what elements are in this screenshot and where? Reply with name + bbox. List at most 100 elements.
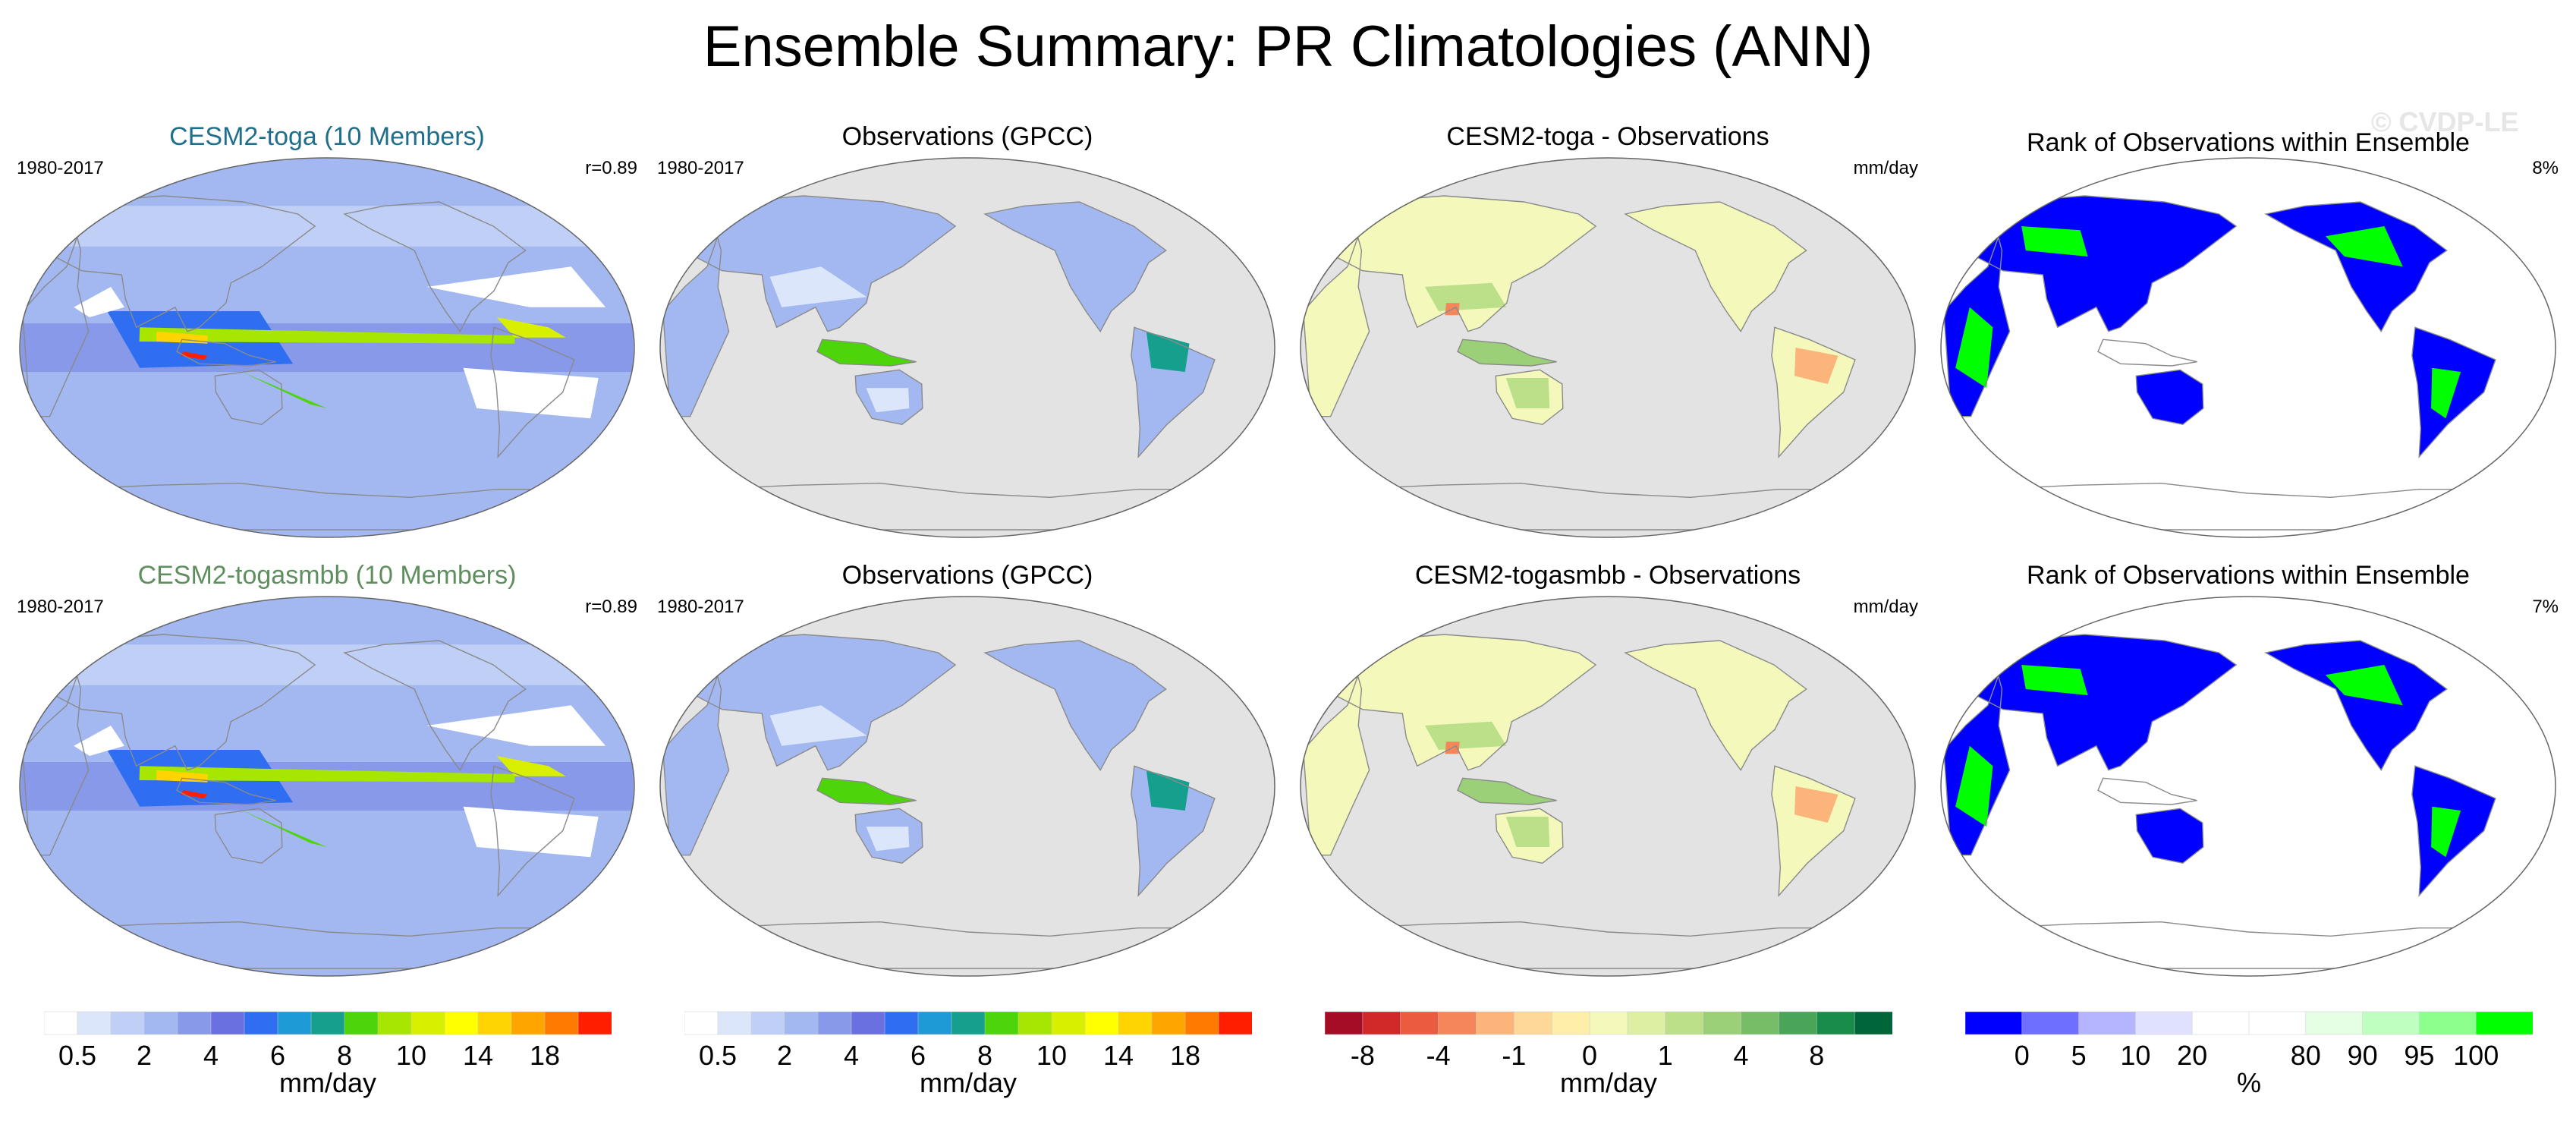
map-panel: CESM2-toga (10 Members) 1980-2017 r=0.89 <box>14 121 640 542</box>
colorbar-tick-label: 80 <box>2290 1040 2321 1071</box>
field-dry-asia <box>74 726 124 756</box>
colorbar-swatch <box>77 1011 112 1035</box>
obs-land-europeAfrica <box>662 644 729 855</box>
colorbar-swatch <box>1084 1011 1119 1035</box>
colorbar-swatch <box>1703 1011 1742 1035</box>
coastline-southAmerica <box>1771 765 1856 897</box>
map-panel: CESM2-togasmbb - Observations mm/day <box>1294 560 1921 981</box>
panel-stat-label: r=0.89 <box>585 597 637 617</box>
colorbar-swatch <box>2078 1011 2137 1035</box>
colorbar-swatch <box>984 1011 1019 1035</box>
colorbar-tick-label: 90 <box>2347 1040 2378 1071</box>
colorbar-tick-label: 14 <box>1102 1040 1134 1071</box>
colorbar-swatch <box>1438 1011 1477 1035</box>
coastline-maritime <box>816 339 917 367</box>
colorbar-swatches <box>684 1011 1252 1035</box>
coastline-australia <box>214 369 283 426</box>
map-border <box>659 157 1275 538</box>
obs-wet-amazon <box>1146 331 1190 372</box>
obs-land-europeAfrica <box>662 206 729 417</box>
map-field <box>1301 158 1915 537</box>
colorbar-swatch <box>2248 1011 2307 1035</box>
field-high-lat <box>42 644 612 685</box>
obs-dry-australia <box>866 827 910 852</box>
field-southern-band <box>34 428 620 469</box>
obs-land-northAmerica <box>985 202 1166 332</box>
colorbar-tick-label: 100 <box>2453 1040 2499 1071</box>
diff-wet-asia <box>1424 282 1507 311</box>
colorbar-swatch <box>2362 1011 2420 1035</box>
colorbar-swatch <box>177 1011 212 1035</box>
colorbar-swatch <box>750 1011 785 1035</box>
colorbar-tick-label: 0 <box>1582 1040 1598 1071</box>
map-field <box>1941 158 2556 537</box>
rank-high-samerica <box>2431 806 2461 858</box>
colorbar-tick-label: -1 <box>1502 1040 1527 1071</box>
map-field <box>20 158 634 537</box>
colorbar-swatch <box>717 1011 752 1035</box>
diff-land-northAmerica <box>1625 202 1807 332</box>
colorbar-tick-label: 2 <box>776 1040 793 1071</box>
coastline-southAmerica <box>2411 765 2496 897</box>
colorbar: 0.5 2 4 6 8 10 14 18 mm/day <box>684 1011 1252 1102</box>
rank-high-samerica <box>2431 367 2461 419</box>
coastline-australia <box>1495 369 1564 426</box>
colorbar-swatch <box>2191 1011 2250 1035</box>
obs-wet-maritime <box>817 339 917 366</box>
field-high-lat <box>42 206 612 247</box>
colorbar-swatch <box>1151 1011 1186 1035</box>
coastline-maritime <box>2097 339 2197 367</box>
panel-title: Observations (GPCC) <box>841 561 1093 590</box>
map-field <box>660 597 1275 976</box>
coastline-australia <box>214 808 283 864</box>
diff-land-europeAfrica <box>1303 644 1370 855</box>
colorbar-swatch <box>1400 1011 1439 1035</box>
colorbar-swatch <box>1779 1011 1818 1035</box>
colorbar-swatch <box>817 1011 852 1035</box>
panel-stat-label: mm/day <box>1853 597 1918 617</box>
colorbar-swatch <box>544 1011 579 1035</box>
coastline-europeAfrica <box>1942 644 2011 856</box>
colorbar-swatch <box>1218 1011 1252 1035</box>
obs-land-asia <box>694 196 956 332</box>
watermark: © CVDP-LE <box>2371 106 2519 137</box>
coastline-antarctica <box>71 921 583 969</box>
map-border <box>1940 157 2556 538</box>
map-diff <box>1300 596 1916 977</box>
diff-wet-australia <box>1505 817 1550 847</box>
coastline-australia <box>854 808 923 864</box>
colorbar-swatch <box>44 1011 78 1035</box>
coastline-australia <box>2135 369 2204 426</box>
obs-antarctica <box>711 489 1224 530</box>
diff-wet-australia <box>1505 378 1550 408</box>
map-border <box>1940 596 2556 977</box>
colorbar-swatch <box>2021 1011 2080 1035</box>
coastline-asia <box>1974 195 2238 332</box>
colorbar-tick-label: 10 <box>1036 1040 1068 1071</box>
colorbar-tick-label: 18 <box>1169 1040 1201 1071</box>
map-panel: CESM2-togasmbb (10 Members) 1980-2017 r=0.… <box>14 560 640 981</box>
colorbar-unit: mm/day <box>919 1067 1018 1098</box>
colorbar-tick-label: 18 <box>529 1040 561 1071</box>
colorbar-tick-label: -4 <box>1426 1040 1451 1071</box>
colorbar-swatch <box>1965 1011 2023 1035</box>
colorbar-swatch <box>1665 1011 1704 1035</box>
colorbar-swatch <box>784 1011 819 1035</box>
colorbar-swatch <box>851 1011 885 1035</box>
colorbar-swatch <box>577 1011 612 1035</box>
field-southern-band <box>34 867 620 908</box>
coastline-europeAfrica <box>1302 644 1370 856</box>
map-border <box>19 596 635 977</box>
coastline-antarctica <box>711 921 1224 969</box>
colorbar-swatch <box>1018 1011 1052 1035</box>
map-border <box>19 157 635 538</box>
map-field <box>20 597 634 976</box>
coastline-asia <box>1334 634 1597 771</box>
obs-dry-asia <box>769 266 867 307</box>
colorbar-swatches <box>1965 1011 2533 1035</box>
coastline-asia <box>694 634 957 771</box>
panel-stat-label: 7% <box>2532 597 2559 617</box>
panel-title: CESM2-toga (10 Members) <box>169 122 485 151</box>
coastline-southAmerica <box>1131 326 1216 458</box>
diff-maritime <box>1458 778 1557 805</box>
